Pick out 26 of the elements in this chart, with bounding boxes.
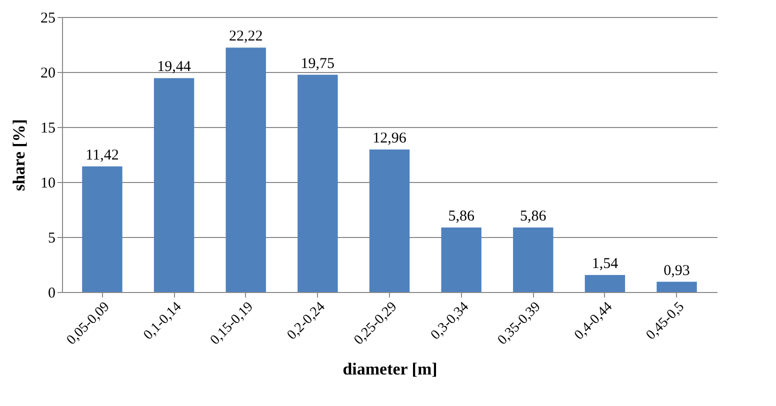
bar [82,166,122,292]
bar [656,282,697,292]
bar [298,74,338,292]
data-label: 11,42 [86,147,119,164]
data-label: 5,86 [520,208,547,225]
data-label: 19,75 [300,56,335,72]
y-tick-label: 25 [40,10,56,26]
bar [369,149,410,292]
x-axis-title: diameter [m] [342,359,438,378]
y-axis-title: share [%] [10,119,28,191]
data-label: 5,86 [448,208,475,225]
y-tick-label: 15 [40,120,56,136]
data-label: 22,22 [228,28,263,45]
data-label: 0,93 [664,262,690,279]
y-tick-label: 10 [40,176,56,192]
data-label: 12,96 [372,130,407,146]
y-tick-label: 0 [48,286,56,302]
bar [513,228,554,292]
bar [584,275,626,292]
data-label: 19,44 [157,59,192,76]
bar [154,78,194,292]
y-tick-label: 5 [48,230,56,246]
bar [441,228,482,292]
data-label: 1,54 [592,256,619,272]
y-tick-label: 20 [40,66,56,82]
bar [226,48,266,292]
